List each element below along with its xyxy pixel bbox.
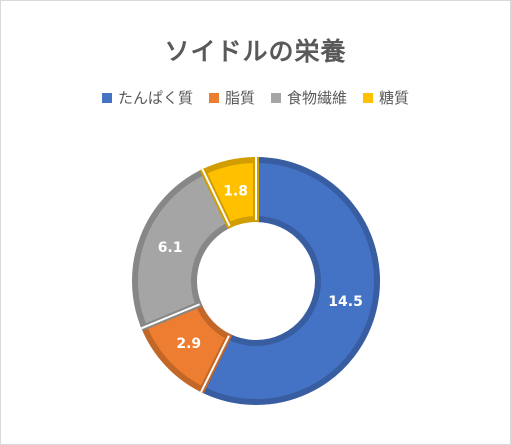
- donut-slice-fiber: [132, 167, 234, 332]
- slice-separator-fiber: [140, 303, 200, 330]
- legend-label-fat: 脂質: [224, 89, 255, 107]
- legend-item-sugar: 糖質: [363, 87, 409, 108]
- slice-separator-fat: [200, 335, 230, 393]
- legend: たんぱく質 脂質 食物繊維 糖質: [1, 87, 510, 108]
- legend-item-fiber: 食物繊維: [271, 87, 347, 108]
- legend-swatch-fat: [208, 92, 219, 103]
- data-label-fat: 2.9: [176, 336, 201, 352]
- slice-separator-sugar: [201, 168, 231, 227]
- chart-title: ソイドルの栄養: [164, 37, 347, 66]
- legend-label-protein: たんぱく質: [117, 89, 193, 107]
- legend-swatch-protein: [101, 92, 112, 103]
- legend-label-fiber: 食物繊維: [287, 89, 348, 107]
- legend-item-protein: たんぱく質: [101, 87, 193, 108]
- legend-swatch-fiber: [271, 92, 281, 103]
- data-label-fiber: 6.1: [158, 240, 183, 256]
- legend-item-fat: 脂質: [208, 87, 255, 108]
- legend-swatch-sugar: [363, 92, 374, 103]
- donut-slice-protein: [198, 156, 380, 405]
- legend-label-sugar: 糖質: [379, 89, 410, 107]
- data-label-sugar: 1.8: [223, 183, 248, 199]
- data-label-protein: 14.5: [328, 294, 363, 310]
